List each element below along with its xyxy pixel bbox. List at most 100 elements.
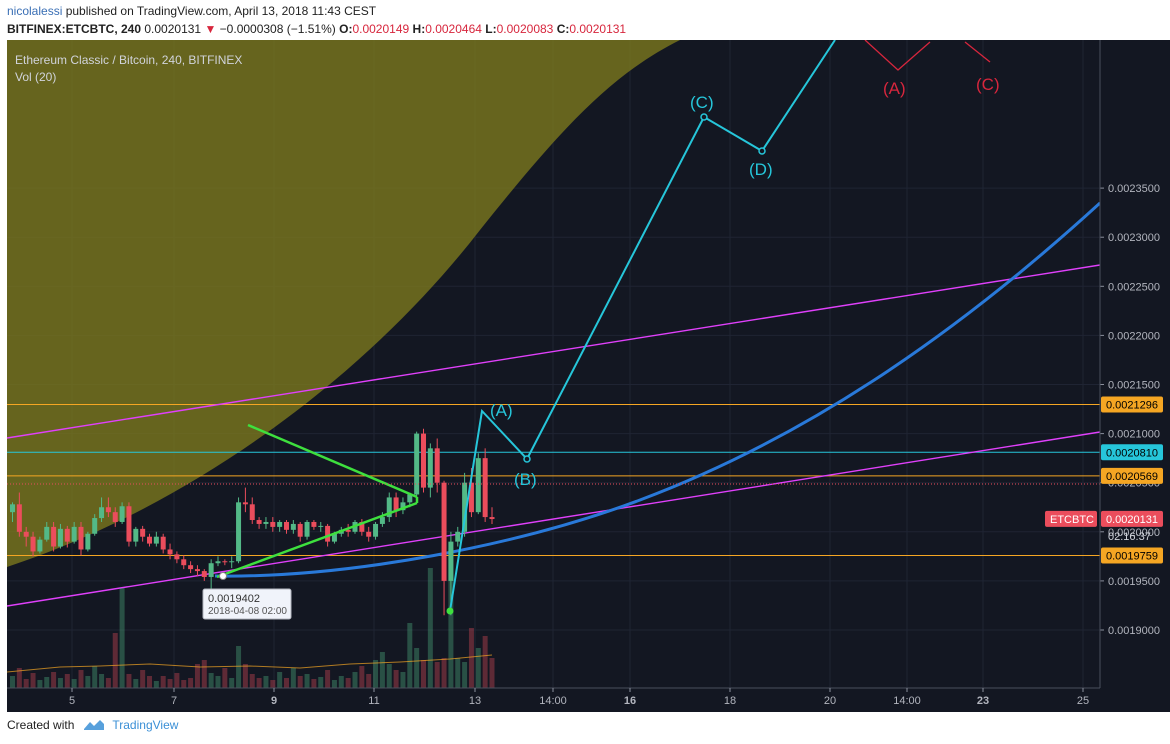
candle-body xyxy=(64,528,70,542)
candle-body xyxy=(30,536,36,552)
volume-bar xyxy=(10,676,15,688)
candle-body xyxy=(386,497,392,518)
volume-bar xyxy=(379,652,385,688)
volume-bar xyxy=(174,673,180,688)
candle-body xyxy=(51,526,57,547)
candle-body xyxy=(147,536,152,544)
candle-body xyxy=(16,504,22,532)
yellow-curve-zone xyxy=(7,40,680,567)
time-tick-label: 14:00 xyxy=(539,695,567,707)
volume-bar xyxy=(229,678,235,688)
candle-body xyxy=(208,563,214,577)
candle-body xyxy=(325,525,331,542)
time-tick-label: 23 xyxy=(977,695,989,707)
volume-bar xyxy=(338,676,344,688)
price-tick-label: 0.0022000 xyxy=(1108,330,1160,342)
price-tag-label: 0.0019759 xyxy=(1106,550,1158,562)
candle-body xyxy=(222,561,228,563)
candle-body xyxy=(78,526,84,550)
ohlc-line: BITFINEX:ETCBTC, 240 0.0020131 ▼ −0.0000… xyxy=(7,22,626,36)
candle-body xyxy=(201,571,207,577)
volume-bar xyxy=(64,674,70,688)
volume-bar xyxy=(242,664,248,688)
volume-bar xyxy=(16,668,22,688)
volume-bar xyxy=(140,670,146,688)
candle-body xyxy=(119,506,125,522)
low-callout-price: 0.0019402 xyxy=(208,593,260,605)
volume-bar xyxy=(366,674,372,688)
volume-bar xyxy=(427,568,433,688)
cyan-wave-projection xyxy=(449,40,836,612)
tradingview-logo-icon xyxy=(84,720,105,730)
volume-bar xyxy=(201,660,207,688)
volume-bar xyxy=(393,670,399,688)
volume-bar xyxy=(352,672,358,688)
candle-body xyxy=(85,533,91,550)
candle-body xyxy=(174,554,180,560)
open-label: O: xyxy=(339,22,353,36)
symbol-tag-label: ETCBTC xyxy=(1050,514,1094,526)
candle-body xyxy=(236,502,242,562)
volume-ma-line xyxy=(7,654,493,673)
volume-bar xyxy=(482,636,488,688)
volume-bar xyxy=(92,666,98,688)
candle-body xyxy=(297,523,303,537)
volume-bar xyxy=(311,679,317,688)
candle-body xyxy=(427,448,433,488)
candle-body xyxy=(99,507,105,519)
low-callout-date: 2018-04-08 02:00 xyxy=(208,606,287,617)
candle-body xyxy=(242,502,248,505)
volume-bar xyxy=(147,676,152,688)
price-tag-label: 0.0021296 xyxy=(1106,400,1158,412)
wave-label-red-a: (A) xyxy=(883,79,906,98)
time-tick-label: 25 xyxy=(1077,695,1089,707)
candle-body xyxy=(468,482,474,513)
price-change: −0.0000308 (−1.51%) xyxy=(219,22,336,36)
low-label: L: xyxy=(485,22,497,36)
volume-bar xyxy=(284,678,289,688)
volume-bar xyxy=(277,672,283,688)
volume-bar xyxy=(71,679,77,688)
time-tick-label: 14:00 xyxy=(893,695,921,707)
candle-body xyxy=(133,528,139,542)
wave-point-b xyxy=(523,455,531,463)
candle-body xyxy=(455,531,461,542)
candle-body xyxy=(140,528,146,537)
candle-body xyxy=(414,433,420,495)
candle-body xyxy=(379,517,385,524)
volume-bar xyxy=(85,676,91,688)
price-tick-label: 0.0021500 xyxy=(1108,380,1160,392)
wave-point-c xyxy=(700,113,708,121)
tradingview-link[interactable]: TradingView xyxy=(112,718,179,732)
high-label: H: xyxy=(412,22,426,36)
red-wave-c xyxy=(964,41,991,63)
price-tag-label: 0.0020569 xyxy=(1106,471,1158,483)
wave-label-a: (A) xyxy=(490,401,513,420)
candle-body xyxy=(400,502,406,511)
volume-bar xyxy=(188,678,194,688)
candle-body xyxy=(44,526,50,540)
close-label: C: xyxy=(556,22,570,36)
last-price: 0.0020131 xyxy=(144,22,202,36)
candle-body xyxy=(10,504,15,513)
volume-bar xyxy=(263,676,269,688)
volume-bar xyxy=(331,680,337,688)
candle-body xyxy=(256,520,262,524)
candle-body xyxy=(92,518,98,534)
time-tick-label: 5 xyxy=(69,695,75,707)
price-tag-label: 0.0020131 xyxy=(1106,514,1158,526)
price-tag-box xyxy=(1101,467,1163,484)
volume-bar xyxy=(37,680,43,688)
author-link[interactable]: nicolalessi xyxy=(7,4,63,18)
candle-body xyxy=(290,523,296,530)
candle-body xyxy=(304,521,310,537)
volume-bar xyxy=(249,674,255,688)
price-chart[interactable]: Ethereum Classic / Bitcoin, 240, BITFINE… xyxy=(0,40,1170,712)
candle-body xyxy=(23,531,29,537)
candle-body xyxy=(277,521,283,527)
candle-body xyxy=(181,559,187,566)
volume-bar xyxy=(215,676,221,688)
price-tick-label: 0.0022500 xyxy=(1108,281,1160,293)
candle-body xyxy=(105,507,111,513)
volume-bar xyxy=(51,672,57,688)
